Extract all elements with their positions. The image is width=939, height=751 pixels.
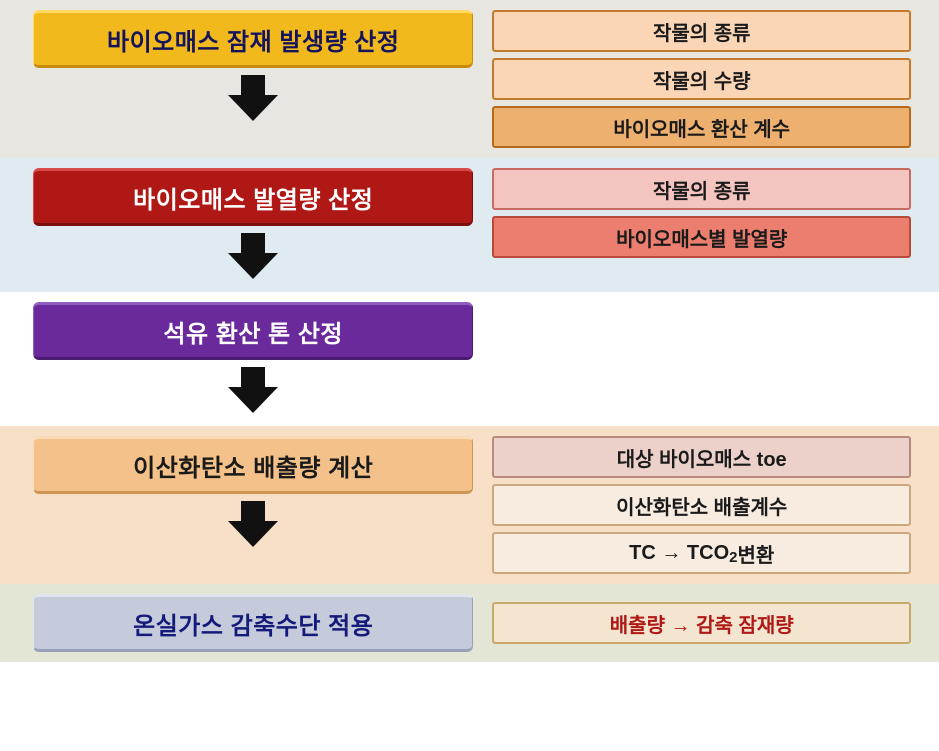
arrow-down-icon: [223, 366, 283, 414]
left-col: 바이오매스 잠재 발생량 산정: [24, 10, 482, 124]
info-box-4-0: 배출량 → 감축 잠재량: [492, 602, 911, 644]
left-col: 온실가스 감축수단 적용: [24, 594, 482, 652]
left-col: 석유 환산 톤 산정: [24, 302, 482, 416]
step-box-2: 석유 환산 톤 산정: [33, 302, 473, 360]
right-col: 작물의 종류바이오매스별 발열량: [492, 168, 911, 258]
step-box-3: 이산화탄소 배출량 계산: [33, 436, 473, 494]
section-3: 이산화탄소 배출량 계산 대상 바이오매스 toe 이산화탄소 배출계수 TC → …: [0, 426, 939, 584]
info-box-3-1: 이산화탄소 배출계수: [492, 484, 911, 526]
info-box-0-2: 바이오매스 환산 계수: [492, 106, 911, 148]
right-col: 작물의 종류작물의 수량바이오매스 환산 계수: [492, 10, 911, 148]
arrow-down-icon: [223, 74, 283, 122]
section-4: 온실가스 감축수단 적용 배출량 → 감축 잠재량: [0, 584, 939, 662]
info-box-0-1: 작물의 수량: [492, 58, 911, 100]
step-box-1: 바이오매스 발열량 산정: [33, 168, 473, 226]
section-1: 바이오매스 발열량 산정 작물의 종류바이오매스별 발열량: [0, 158, 939, 292]
left-col: 이산화탄소 배출량 계산: [24, 436, 482, 550]
section-0: 바이오매스 잠재 발생량 산정 작물의 종류작물의 수량바이오매스 환산 계수: [0, 0, 939, 158]
step-box-0: 바이오매스 잠재 발생량 산정: [33, 10, 473, 68]
arrow-down-icon: [223, 500, 283, 548]
info-box-1-1: 바이오매스별 발열량: [492, 216, 911, 258]
right-col: 대상 바이오매스 toe 이산화탄소 배출계수 TC → TCO2 변환: [492, 436, 911, 574]
info-box-0-0: 작물의 종류: [492, 10, 911, 52]
left-col: 바이오매스 발열량 산정: [24, 168, 482, 282]
info-box-3-0: 대상 바이오매스 toe: [492, 436, 911, 478]
section-2: 석유 환산 톤 산정: [0, 292, 939, 426]
arrow-down-icon: [223, 232, 283, 280]
right-col: 배출량 → 감축 잠재량: [492, 594, 911, 652]
info-box-1-0: 작물의 종류: [492, 168, 911, 210]
info-box-3-2: TC → TCO2 변환: [492, 532, 911, 574]
step-box-4: 온실가스 감축수단 적용: [33, 594, 473, 652]
